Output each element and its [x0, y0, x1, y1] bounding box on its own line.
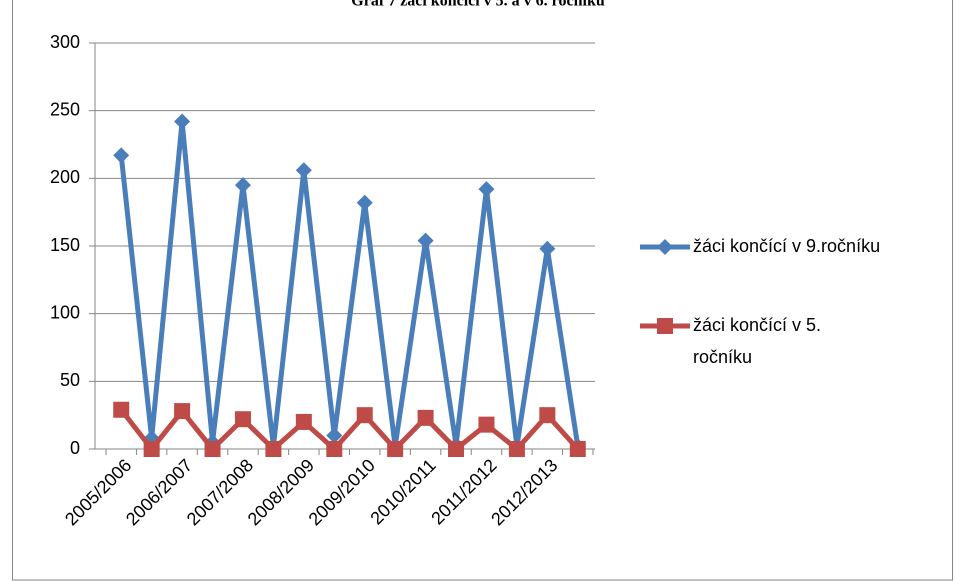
marker	[356, 194, 373, 211]
marker	[174, 113, 191, 130]
marker	[478, 416, 495, 433]
series-line	[119, 408, 580, 452]
legend-label: žáci končící v 5. ročníku	[693, 315, 821, 367]
marker	[295, 162, 312, 179]
y-tick-label: 300	[50, 32, 80, 52]
legend-label: žáci končící v 9.ročníku	[693, 236, 880, 256]
y-tick-label: 50	[60, 370, 80, 390]
y-tick-label: 200	[50, 167, 80, 187]
marker	[539, 407, 556, 424]
marker	[569, 441, 586, 457]
marker	[417, 232, 434, 249]
marker	[204, 441, 221, 457]
marker	[539, 240, 556, 257]
chart-title: Graf 7 žáci končící v 5. a v 6. ročníku	[351, 0, 605, 10]
marker	[295, 413, 312, 430]
marker	[234, 411, 251, 428]
marker	[113, 147, 130, 164]
y-tick-label: 150	[50, 235, 80, 255]
marker	[174, 403, 191, 420]
marker	[143, 441, 160, 457]
marker	[508, 441, 525, 457]
marker	[387, 441, 404, 457]
legend-marker	[657, 318, 673, 334]
y-tick-label: 250	[50, 99, 80, 119]
legend-marker	[657, 239, 673, 255]
marker	[234, 177, 251, 194]
marker	[265, 441, 282, 457]
marker	[326, 441, 343, 457]
chart-border	[12, 0, 953, 581]
marker	[478, 181, 495, 198]
series-line	[118, 118, 581, 449]
y-tick-label: 100	[50, 302, 80, 322]
marker	[448, 441, 465, 457]
marker	[113, 401, 130, 418]
marker	[326, 427, 343, 444]
marker	[356, 407, 373, 424]
marker	[417, 409, 434, 426]
y-tick-label: 0	[70, 438, 80, 458]
